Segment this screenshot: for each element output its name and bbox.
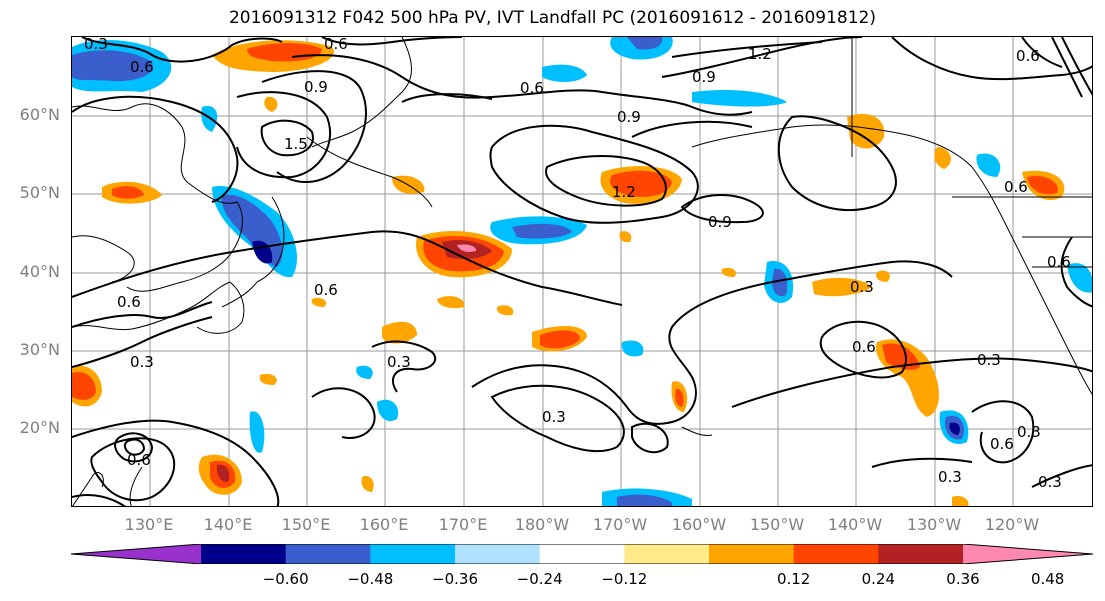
lat-label: 60°N: [19, 105, 60, 124]
lat-label: 50°N: [19, 183, 60, 202]
colorbar-segment: [455, 544, 541, 564]
map-canvas[interactable]: 0.3 0.6 0.9 1.2 1.5 0.6 0.9 0.6 0.9 1.2 …: [72, 37, 1093, 507]
lat-label: 40°N: [19, 262, 60, 281]
colorbar-tick-label: −0.24: [516, 570, 563, 588]
svg-text:0.3: 0.3: [542, 408, 566, 426]
colorbar-extend-high: [963, 544, 1093, 564]
svg-text:0.3: 0.3: [84, 37, 108, 53]
colorbar-segment: [201, 544, 287, 564]
colorbar-tick-label: 0.12: [776, 570, 811, 588]
svg-text:0.6: 0.6: [130, 58, 154, 76]
lon-label: 130°W: [906, 515, 962, 534]
colorbar-extend-low: [71, 544, 201, 564]
colorbar-tick-label: 0.36: [946, 570, 980, 588]
svg-text:0.6: 0.6: [314, 281, 338, 299]
contour-labels: 0.3 0.6 0.9 1.2 1.5 0.6 0.9 0.6 0.9 1.2 …: [84, 37, 1071, 491]
map-title: 2016091312 F042 500 hPa PV, IVT Landfall…: [228, 8, 876, 28]
colorbar-tick-label: 0.24: [861, 570, 896, 588]
pv-anomaly-shading: [72, 37, 1092, 506]
svg-text:0.6: 0.6: [520, 79, 544, 97]
colorbar-segment: [624, 544, 710, 564]
lon-label: 140°W: [827, 515, 883, 534]
colorbar-tick-label: −0.48: [347, 570, 394, 588]
svg-text:0.3: 0.3: [850, 278, 874, 296]
colorbar-segment: [793, 544, 879, 564]
lon-label: 140°E: [203, 515, 253, 534]
svg-text:0.6: 0.6: [324, 37, 348, 53]
lon-label: 120°W: [984, 515, 1040, 534]
svg-text:0.3: 0.3: [1038, 473, 1062, 491]
lon-label: 130°E: [124, 515, 174, 534]
colorbar-segment: [370, 544, 456, 564]
graticule: [72, 37, 1092, 506]
colorbar: [71, 544, 1093, 564]
colorbar-tick-label: −0.60: [262, 570, 309, 588]
lat-label: 30°N: [19, 340, 60, 359]
svg-text:1.2: 1.2: [748, 45, 772, 63]
colorbar-segment: [285, 544, 371, 564]
svg-text:0.6: 0.6: [1004, 178, 1028, 196]
svg-text:0.3: 0.3: [387, 353, 411, 371]
svg-text:0.6: 0.6: [117, 293, 141, 311]
svg-text:1.5: 1.5: [284, 135, 308, 153]
pv-contours: [72, 37, 1092, 506]
svg-text:0.6: 0.6: [1047, 253, 1071, 271]
map-panel[interactable]: 0.3 0.6 0.9 1.2 1.5 0.6 0.9 0.6 0.9 1.2 …: [71, 36, 1093, 507]
lon-label: 170°W: [592, 515, 648, 534]
svg-text:0.3: 0.3: [130, 353, 154, 371]
svg-text:0.3: 0.3: [938, 468, 962, 486]
lon-label: 170°E: [438, 515, 488, 534]
svg-text:0.9: 0.9: [708, 213, 732, 231]
lon-label: 160°W: [671, 515, 727, 534]
lon-label: 160°E: [359, 515, 409, 534]
svg-text:0.3: 0.3: [977, 351, 1001, 369]
svg-text:0.9: 0.9: [617, 108, 641, 126]
svg-text:0.6: 0.6: [1016, 47, 1040, 65]
lon-label: 180°W: [514, 515, 570, 534]
svg-text:0.3: 0.3: [1017, 423, 1041, 441]
colorbar-tick-label: 0.48: [1030, 570, 1065, 588]
svg-text:0.9: 0.9: [304, 78, 328, 96]
lon-label: 150°E: [281, 515, 331, 534]
lon-label: 150°W: [749, 515, 805, 534]
coastlines: [72, 37, 1092, 506]
svg-text:0.6: 0.6: [127, 451, 151, 469]
colorbar-tick-label: −0.36: [432, 570, 478, 588]
svg-text:0.6: 0.6: [990, 435, 1014, 453]
colorbar-segment: [709, 544, 795, 564]
colorbar-segment: [539, 544, 625, 564]
colorbar-segment: [878, 544, 964, 564]
svg-text:1.2: 1.2: [612, 183, 636, 201]
svg-text:0.9: 0.9: [692, 68, 716, 86]
svg-text:0.6: 0.6: [852, 338, 876, 356]
colorbar-tick-label: −0.12: [601, 570, 648, 588]
lat-label: 20°N: [19, 418, 60, 437]
